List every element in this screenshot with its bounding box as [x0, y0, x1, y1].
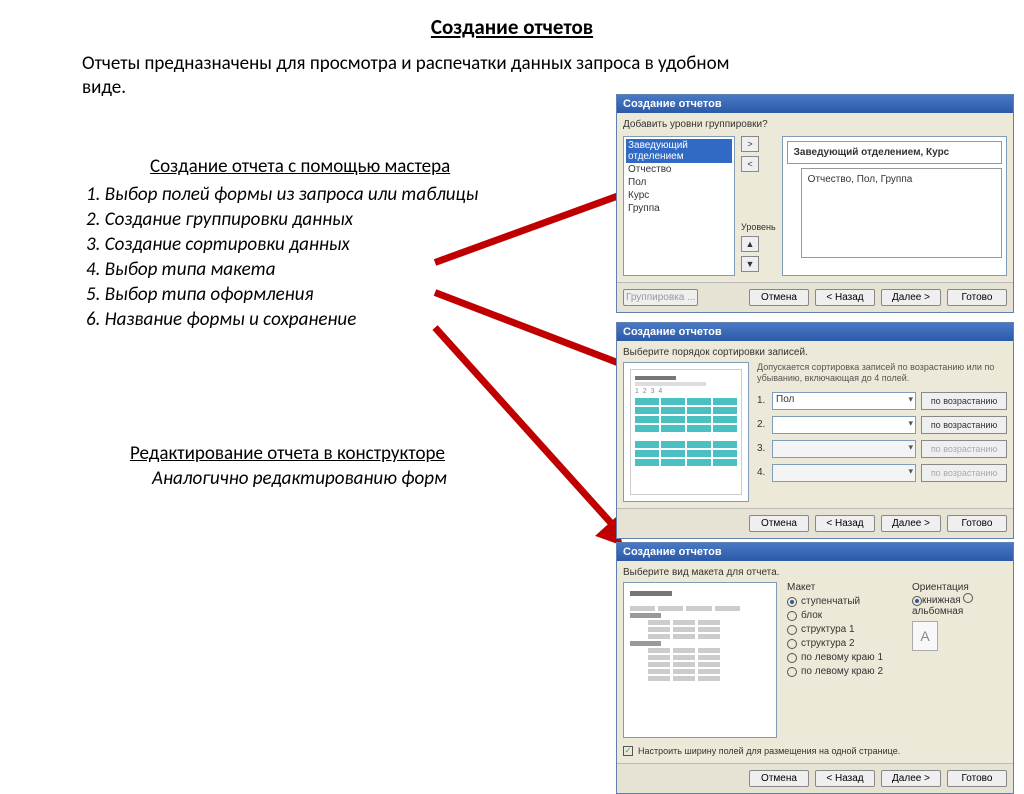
sort-field-1[interactable]: Пол [772, 392, 916, 410]
grouping-options-button[interactable]: Группировка ... [623, 289, 698, 306]
next-button[interactable]: Далее > [881, 515, 941, 532]
add-level-button[interactable]: > [741, 136, 759, 152]
layout-opt-left1[interactable]: по левому краю 1 [787, 652, 902, 663]
step-6: Название формы и сохранение [82, 307, 512, 332]
sort-field-2[interactable] [772, 416, 916, 434]
fields-listbox[interactable]: Заведующий отделением Отчество Пол Курс … [623, 136, 735, 276]
cancel-button[interactable]: Отмена [749, 289, 809, 306]
back-button[interactable]: < Назад [815, 289, 875, 306]
sort-dir-4: по возрастанию [921, 464, 1007, 482]
back-button[interactable]: < Назад [815, 515, 875, 532]
orientation-icon: A [912, 621, 938, 651]
cancel-button[interactable]: Отмена [749, 515, 809, 532]
list-item[interactable]: Отчество [626, 163, 732, 176]
list-item[interactable]: Курс [626, 189, 732, 202]
sort-field-4 [772, 464, 916, 482]
list-item[interactable]: Пол [626, 176, 732, 189]
sort-row-num: 2. [757, 419, 767, 430]
sort-row-num: 4. [757, 467, 767, 478]
sorting-desc: Допускается сортировка записей по возрас… [757, 362, 1007, 384]
page-title: Создание отчетов [0, 14, 1024, 40]
next-button[interactable]: Далее > [881, 770, 941, 787]
sort-dir-3: по возрастанию [921, 440, 1007, 458]
sort-dir-2[interactable]: по возрастанию [921, 416, 1007, 434]
level-up-button[interactable]: ▲ [741, 236, 759, 252]
radio-icon [912, 596, 922, 606]
done-button[interactable]: Готово [947, 289, 1007, 306]
orientation-options: Ориентация книжная альбомная A [912, 582, 1002, 738]
layout-prompt: Выберите вид макета для отчета. [623, 567, 1007, 578]
dialog-sorting: Создание отчетов Выберите порядок сортир… [616, 322, 1014, 539]
layout-opt-left2[interactable]: по левому краю 2 [787, 666, 902, 677]
sort-dir-1[interactable]: по возрастанию [921, 392, 1007, 410]
radio-icon [787, 611, 797, 621]
layout-preview-thumb [623, 582, 777, 738]
done-button[interactable]: Готово [947, 515, 1007, 532]
list-item[interactable]: Группа [626, 202, 732, 215]
layout-opt-outline2[interactable]: структура 2 [787, 638, 902, 649]
layout-opt-block[interactable]: блок [787, 610, 902, 621]
layout-group-label: Макет [787, 582, 902, 593]
fit-width-label: Настроить ширину полей для размещения на… [638, 746, 900, 757]
remove-level-button[interactable]: < [741, 156, 759, 172]
checkbox-icon[interactable]: ✓ [623, 746, 633, 756]
list-item-selected[interactable]: Заведующий отделением [626, 139, 732, 163]
radio-icon [787, 625, 797, 635]
dialog-title: Создание отчетов [617, 95, 1013, 113]
dialog-title: Создание отчетов [617, 323, 1013, 341]
orient-group-label: Ориентация [912, 582, 1002, 593]
back-button[interactable]: < Назад [815, 770, 875, 787]
grouping-prompt: Добавить уровни группировки? [623, 119, 1007, 130]
next-button[interactable]: Далее > [881, 289, 941, 306]
sort-field-3 [772, 440, 916, 458]
cancel-button[interactable]: Отмена [749, 770, 809, 787]
step-2: Создание группировки данных [82, 207, 512, 232]
dialog-layout: Создание отчетов Выберите вид макета для… [616, 542, 1014, 794]
radio-icon [787, 639, 797, 649]
sorting-prompt: Выберите порядок сортировки записей. [623, 347, 1007, 358]
layout-opt-stepped[interactable]: ступенчатый [787, 596, 902, 607]
dialog-title: Создание отчетов [617, 543, 1013, 561]
sort-preview-thumb: 1 2 3 4 [623, 362, 749, 502]
layout-options: Макет ступенчатый блок структура 1 струк… [787, 582, 902, 738]
radio-icon [787, 597, 797, 607]
layout-opt-outline1[interactable]: структура 1 [787, 624, 902, 635]
done-button[interactable]: Готово [947, 770, 1007, 787]
grouping-preview: Заведующий отделением, Курс Отчество, По… [782, 136, 1007, 276]
orient-portrait[interactable]: книжная [912, 595, 961, 606]
radio-icon [787, 667, 797, 677]
sort-row-num: 3. [757, 443, 767, 454]
dialog-grouping: Создание отчетов Добавить уровни группир… [616, 94, 1014, 313]
radio-icon [963, 593, 973, 603]
step-1: Выбор полей формы из запроса или таблицы [82, 182, 512, 207]
level-down-button[interactable]: ▼ [741, 256, 759, 272]
level-label: Уровень [741, 222, 776, 232]
sort-row-num: 1. [757, 395, 767, 406]
radio-icon [787, 653, 797, 663]
